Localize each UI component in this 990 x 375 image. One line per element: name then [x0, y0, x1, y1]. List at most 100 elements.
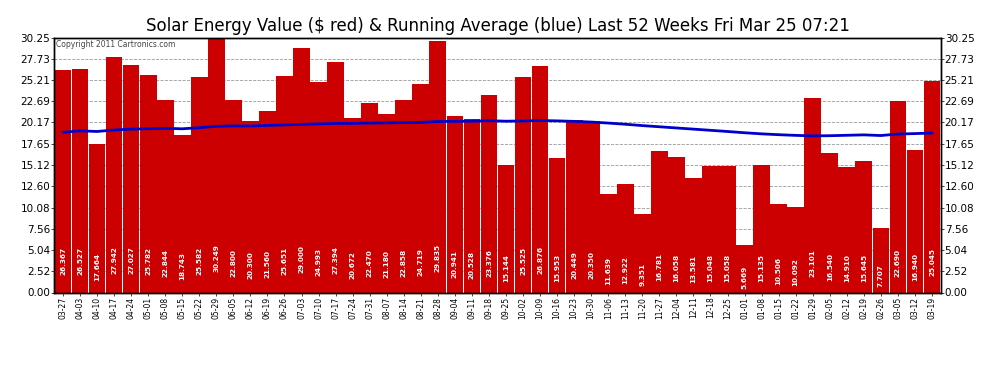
Text: 25.651: 25.651: [281, 247, 287, 275]
Text: 20.941: 20.941: [451, 251, 458, 278]
Text: 23.101: 23.101: [810, 249, 816, 277]
Bar: [361, 103, 378, 292]
Text: 24.719: 24.719: [418, 248, 424, 276]
Bar: [156, 100, 173, 292]
Text: 26.876: 26.876: [537, 246, 544, 274]
Title: Solar Energy Value ($ red) & Running Average (blue) Last 52 Weeks Fri Mar 25 07:: Solar Energy Value ($ red) & Running Ave…: [146, 16, 849, 34]
Bar: [583, 121, 600, 292]
Text: 5.669: 5.669: [742, 266, 747, 289]
Bar: [123, 64, 140, 292]
Bar: [276, 76, 293, 292]
Bar: [498, 165, 515, 292]
Text: 11.639: 11.639: [605, 256, 611, 285]
Text: 15.135: 15.135: [758, 254, 764, 282]
Text: 25.525: 25.525: [520, 247, 526, 275]
Bar: [924, 81, 940, 292]
Text: 26.527: 26.527: [77, 247, 83, 274]
Bar: [787, 207, 804, 292]
Text: 15.144: 15.144: [503, 254, 509, 282]
Bar: [463, 120, 480, 292]
Text: 30.249: 30.249: [213, 244, 220, 272]
Bar: [430, 41, 446, 292]
Bar: [242, 122, 258, 292]
Bar: [548, 158, 565, 292]
Bar: [106, 57, 123, 292]
Bar: [702, 166, 719, 292]
Bar: [140, 75, 156, 292]
Bar: [259, 111, 276, 292]
Bar: [804, 98, 821, 292]
Text: 15.048: 15.048: [708, 254, 714, 282]
Text: 20.300: 20.300: [248, 251, 253, 279]
Text: 16.940: 16.940: [912, 253, 918, 281]
Bar: [191, 77, 208, 292]
Bar: [532, 66, 548, 292]
Bar: [753, 165, 770, 292]
Text: 25.045: 25.045: [929, 248, 935, 276]
Bar: [822, 153, 839, 292]
Text: 17.664: 17.664: [94, 253, 100, 280]
Text: 9.351: 9.351: [640, 263, 645, 286]
Bar: [566, 120, 582, 292]
Bar: [480, 96, 497, 292]
Text: 16.781: 16.781: [656, 253, 662, 281]
Text: 25.782: 25.782: [146, 247, 151, 275]
Bar: [855, 160, 872, 292]
Bar: [89, 144, 105, 292]
Bar: [685, 178, 702, 292]
Bar: [770, 204, 787, 292]
Bar: [515, 77, 532, 292]
Text: 16.058: 16.058: [673, 254, 679, 282]
Text: 10.092: 10.092: [793, 258, 799, 286]
Bar: [328, 62, 344, 292]
Text: 13.581: 13.581: [690, 255, 696, 284]
Bar: [293, 48, 310, 292]
Bar: [651, 151, 667, 292]
Bar: [413, 84, 429, 292]
Text: 24.993: 24.993: [316, 248, 322, 276]
Text: 21.180: 21.180: [384, 251, 390, 278]
Text: 20.350: 20.350: [588, 251, 594, 279]
Text: 22.800: 22.800: [231, 249, 237, 277]
Text: 27.394: 27.394: [333, 246, 339, 274]
Bar: [719, 166, 736, 292]
Text: 23.376: 23.376: [486, 249, 492, 277]
Bar: [890, 101, 906, 292]
Text: 22.690: 22.690: [895, 249, 901, 277]
Text: 7.707: 7.707: [878, 264, 884, 287]
Text: 20.672: 20.672: [349, 251, 355, 279]
Text: 22.858: 22.858: [401, 249, 407, 277]
Bar: [907, 150, 924, 292]
Bar: [345, 118, 361, 292]
Text: 16.540: 16.540: [827, 254, 833, 281]
Bar: [378, 114, 395, 292]
Text: Copyright 2011 Cartronics.com: Copyright 2011 Cartronics.com: [56, 40, 175, 49]
Bar: [872, 228, 889, 292]
Text: 15.058: 15.058: [725, 254, 731, 282]
Text: 18.743: 18.743: [179, 252, 185, 280]
Text: 22.470: 22.470: [366, 250, 372, 278]
Bar: [600, 194, 617, 292]
Text: 12.922: 12.922: [623, 256, 629, 284]
Bar: [71, 69, 88, 292]
Bar: [737, 245, 753, 292]
Text: 20.449: 20.449: [571, 251, 577, 279]
Text: 29.835: 29.835: [435, 244, 441, 272]
Text: 27.942: 27.942: [111, 246, 117, 274]
Bar: [174, 135, 191, 292]
Bar: [668, 157, 685, 292]
Text: 22.844: 22.844: [162, 249, 168, 277]
Text: 27.027: 27.027: [128, 246, 134, 274]
Text: 29.000: 29.000: [299, 245, 305, 273]
Text: 15.645: 15.645: [861, 254, 867, 282]
Bar: [225, 100, 242, 292]
Text: 26.367: 26.367: [60, 247, 66, 275]
Bar: [839, 167, 855, 292]
Text: 15.953: 15.953: [554, 254, 560, 282]
Bar: [617, 184, 634, 292]
Bar: [54, 70, 71, 292]
Bar: [208, 38, 225, 292]
Text: 20.528: 20.528: [469, 251, 475, 279]
Bar: [395, 100, 412, 292]
Text: 25.582: 25.582: [196, 247, 202, 275]
